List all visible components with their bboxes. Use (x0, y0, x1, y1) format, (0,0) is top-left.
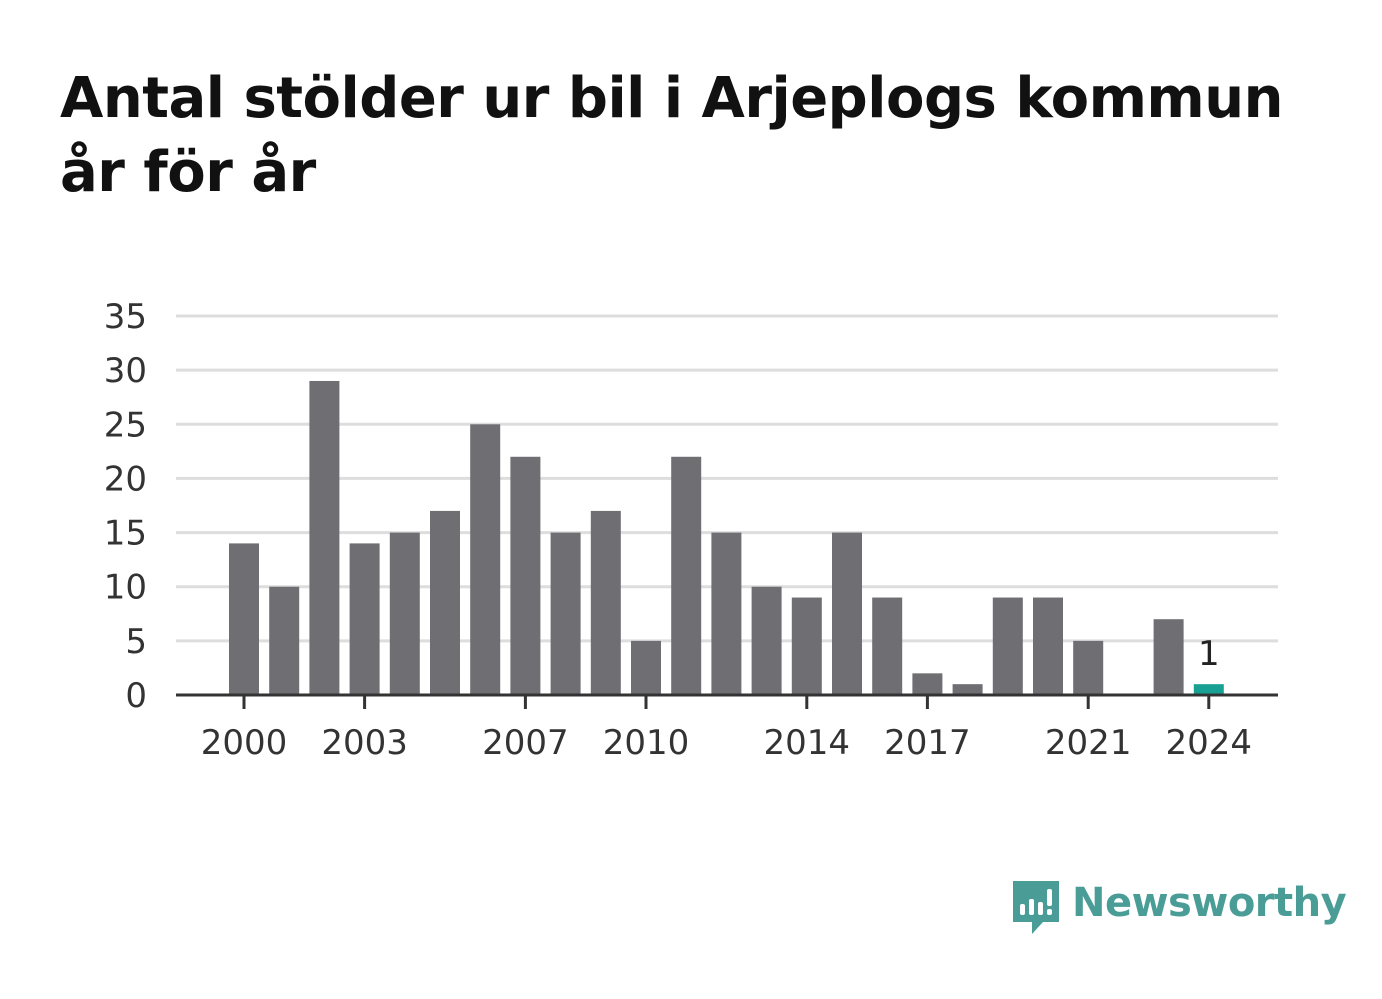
y-tick-label-0: 0 (125, 676, 147, 716)
bar-2017 (912, 673, 943, 695)
bar-2007 (510, 456, 541, 695)
y-tick-label-15: 15 (104, 514, 147, 554)
bar-2018 (952, 684, 983, 695)
x-tick-label-2007: 2007 (482, 723, 569, 763)
x-tick-label-2000: 2000 (201, 723, 288, 763)
bar-2019 (992, 597, 1023, 695)
x-tick-label-2010: 2010 (603, 723, 690, 763)
bar-2020 (1033, 597, 1063, 695)
x-tick-label-2017: 2017 (884, 723, 971, 763)
bar-2000 (229, 543, 259, 695)
y-tick-label-25: 25 (104, 405, 147, 445)
bar-2009 (590, 510, 621, 695)
y-tick-label-35: 35 (104, 297, 147, 337)
bar-2024 (1193, 684, 1224, 695)
y-tick-label-30: 30 (104, 351, 147, 391)
bar-2011 (671, 456, 702, 695)
x-tick-label-2014: 2014 (764, 723, 851, 763)
x-tick-label-2024: 2024 (1166, 723, 1253, 763)
y-tick-label-20: 20 (104, 459, 147, 499)
bar-2006 (470, 424, 501, 695)
y-tick-label-5: 5 (125, 622, 147, 662)
bar-2004 (389, 532, 420, 695)
bar-2002 (309, 380, 340, 695)
bar-2015 (832, 532, 862, 695)
bar-2010 (631, 640, 661, 695)
bar-2013 (751, 586, 782, 695)
bar-chart-speech-bubble-icon (1013, 881, 1059, 934)
bar-2021 (1073, 640, 1104, 695)
chart-title: Antal stölder ur bil i Arjeplogs kommun … (60, 66, 1284, 205)
bar-2008 (550, 532, 581, 695)
x-tick-label-2003: 2003 (321, 723, 408, 763)
bar-2016 (872, 597, 903, 695)
data-label-2024: 1 (1198, 634, 1220, 674)
bars (229, 380, 1224, 695)
x-axis-tick-labels: 2000 2003 2007 2010 2014 2017 2021 2024 (201, 695, 1252, 763)
bar-2005 (430, 510, 460, 695)
logo-text: Newsworthy (1072, 880, 1347, 926)
y-tick-label-10: 10 (104, 568, 147, 608)
bar-2014 (791, 597, 822, 695)
bar-2012 (711, 532, 742, 695)
bar-2023 (1153, 619, 1184, 695)
y-axis-tick-labels: 0 5 10 15 20 25 30 35 (104, 297, 147, 716)
data-labels: 1 (1198, 634, 1220, 674)
bar-2003 (349, 543, 380, 695)
x-tick-label-2021: 2021 (1045, 723, 1132, 763)
bar-2001 (269, 586, 300, 695)
newsworthy-logo: Newsworthy (1010, 878, 1347, 940)
